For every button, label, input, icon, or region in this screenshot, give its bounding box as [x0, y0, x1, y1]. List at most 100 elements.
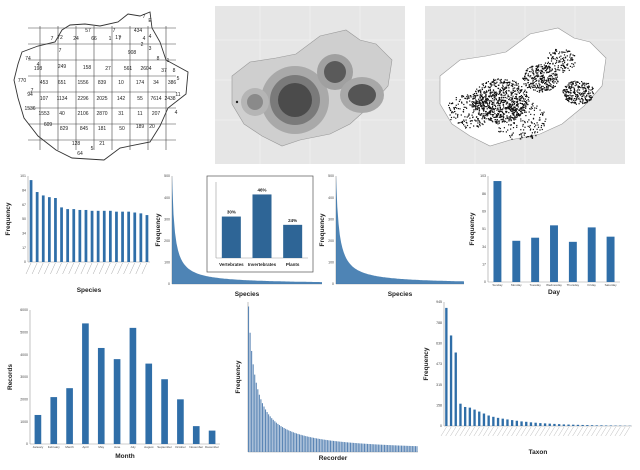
- record-point: [519, 113, 521, 115]
- record-point: [541, 122, 543, 125]
- record-point: [479, 122, 481, 124]
- record-point: [495, 114, 498, 116]
- record-point: [543, 125, 545, 127]
- record-point: [527, 79, 530, 81]
- bar: [320, 439, 322, 452]
- record-point: [483, 105, 485, 107]
- record-point: [502, 90, 504, 92]
- bar: [271, 418, 273, 452]
- record-point: [547, 78, 550, 80]
- x-tick-stub: [516, 426, 522, 437]
- record-point: [501, 116, 503, 118]
- record-point: [489, 118, 491, 120]
- record-point: [508, 82, 511, 84]
- point-map-outline: [439, 27, 607, 147]
- record-point: [485, 94, 487, 96]
- record-point: [579, 100, 581, 103]
- y-tick-label: 400: [164, 196, 170, 200]
- record-point: [478, 107, 480, 109]
- record-point: [585, 90, 587, 92]
- record-point: [536, 128, 538, 130]
- record-point: [545, 65, 547, 67]
- bar: [252, 364, 254, 452]
- record-point: [454, 106, 456, 108]
- record-point: [522, 112, 524, 114]
- record-point: [545, 70, 547, 72]
- record-point: [528, 111, 530, 113]
- record-point: [555, 73, 557, 75]
- record-point: [571, 97, 573, 99]
- bar: [323, 439, 325, 452]
- record-point: [536, 131, 539, 133]
- record-point: [500, 93, 502, 95]
- record-point: [509, 103, 511, 105]
- record-point: [565, 97, 567, 99]
- record-point: [580, 94, 582, 96]
- record-point: [535, 80, 537, 82]
- x-tick-stub: [483, 426, 489, 437]
- bar: [351, 442, 353, 452]
- record-point: [516, 126, 518, 128]
- grid-cell-count: 2870: [96, 111, 107, 117]
- record-point: [492, 121, 494, 123]
- record-point: [513, 118, 515, 121]
- record-point: [547, 84, 549, 86]
- record-point: [530, 108, 532, 110]
- record-point: [530, 75, 532, 77]
- record-point: [497, 108, 499, 110]
- record-point: [471, 120, 473, 122]
- bar: [487, 415, 490, 426]
- x-tick-stub: [123, 262, 129, 275]
- bar: [550, 225, 558, 282]
- record-point: [538, 119, 540, 121]
- record-point: [590, 89, 592, 91]
- y-axis-label: Frequency: [235, 360, 242, 393]
- record-point: [588, 99, 590, 101]
- record-point: [582, 92, 584, 94]
- record-point: [575, 83, 577, 85]
- record-point: [463, 120, 465, 122]
- record-point: [530, 121, 532, 123]
- bar: [404, 445, 406, 452]
- record-point: [535, 83, 537, 85]
- record-point: [565, 98, 567, 100]
- x-tick-stub: [117, 262, 123, 275]
- record-point: [546, 81, 548, 83]
- record-point: [537, 69, 539, 71]
- record-point: [527, 136, 529, 138]
- record-point: [516, 84, 518, 86]
- record-point: [539, 77, 541, 79]
- bar: [454, 352, 457, 426]
- bar: [303, 435, 305, 452]
- record-point: [515, 118, 517, 120]
- record-point: [510, 115, 512, 117]
- record-point: [503, 88, 505, 90]
- record-point: [503, 127, 505, 129]
- record-point: [532, 86, 534, 89]
- record-point: [489, 94, 491, 96]
- record-point: [582, 83, 585, 85]
- record-point: [563, 54, 566, 56]
- record-point: [510, 119, 512, 121]
- record-point: [484, 96, 486, 98]
- record-point: [499, 82, 501, 84]
- record-point: [531, 122, 533, 124]
- record-point: [537, 65, 540, 67]
- record-point: [573, 90, 575, 92]
- y-tick-label: 200: [164, 239, 170, 243]
- record-point: [508, 118, 510, 120]
- bar: [326, 440, 328, 452]
- y-tick-label: 0: [26, 442, 28, 446]
- record-point: [495, 107, 497, 110]
- record-point: [570, 95, 572, 97]
- record-point: [482, 114, 484, 117]
- record-point: [523, 134, 525, 136]
- record-point: [550, 75, 552, 77]
- record-point: [522, 78, 525, 80]
- record-point: [487, 103, 489, 105]
- grid-cell-count: 908: [128, 50, 137, 56]
- record-point: [494, 121, 496, 123]
- record-point: [581, 85, 583, 87]
- record-point: [464, 97, 466, 99]
- record-point: [520, 108, 522, 110]
